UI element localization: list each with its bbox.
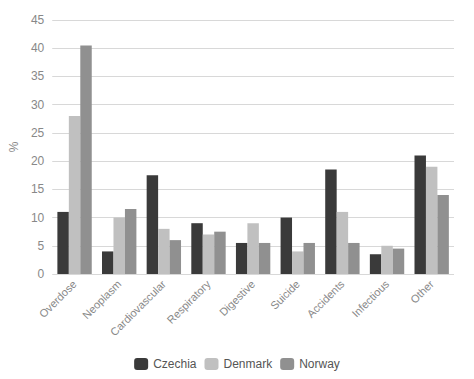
- svg-text:40: 40: [31, 41, 45, 55]
- svg-text:Neoplasm: Neoplasm: [80, 278, 123, 321]
- svg-text:Czechia: Czechia: [153, 357, 197, 371]
- svg-text:30: 30: [31, 98, 45, 112]
- svg-text:5: 5: [38, 239, 45, 253]
- svg-text:10: 10: [31, 211, 45, 225]
- svg-text:Infectious: Infectious: [350, 277, 392, 319]
- svg-text:Accidents: Accidents: [304, 277, 347, 320]
- svg-text:0: 0: [38, 267, 45, 281]
- svg-text:45: 45: [31, 13, 45, 27]
- svg-text:%: %: [7, 141, 21, 152]
- svg-text:Overdose: Overdose: [37, 278, 79, 320]
- svg-text:Digestive: Digestive: [217, 278, 257, 318]
- svg-text:Denmark: Denmark: [223, 357, 273, 371]
- svg-text:20: 20: [31, 154, 45, 168]
- svg-text:Respiratory: Respiratory: [165, 277, 214, 326]
- svg-text:Other: Other: [408, 278, 436, 306]
- svg-text:Cardiovascular: Cardiovascular: [108, 278, 169, 339]
- svg-text:15: 15: [31, 182, 45, 196]
- svg-text:Norway: Norway: [299, 357, 340, 371]
- svg-text:35: 35: [31, 69, 45, 83]
- svg-text:25: 25: [31, 126, 45, 140]
- svg-text:Suicide: Suicide: [268, 278, 302, 312]
